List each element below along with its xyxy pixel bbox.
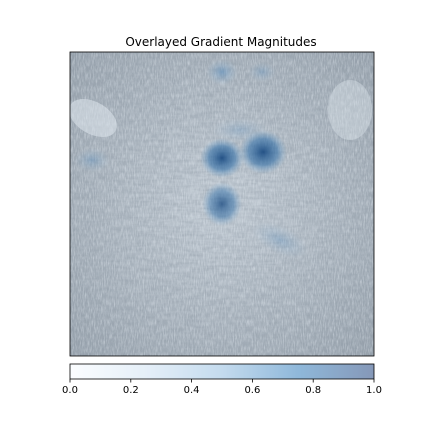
- colorbar: [69, 363, 375, 380]
- hotspot-left-edge: [74, 148, 110, 172]
- gradient-hotspots: [74, 59, 308, 258]
- colorbar-ticks: 0.0 0.2 0.4 0.6 0.8 1.0: [62, 379, 382, 396]
- hotspot-top-center: [206, 59, 238, 85]
- hotspot-top-right: [248, 62, 276, 82]
- hotspot-lower-center: [202, 182, 242, 226]
- colorbar-tick-label: 0.4: [184, 385, 200, 396]
- chart-title: Overlayed Gradient Magnitudes: [125, 35, 316, 49]
- hotspot-lower-right: [252, 222, 308, 258]
- hotspot-left-center: [200, 138, 244, 178]
- colorbar-tick-label: 0.6: [244, 385, 260, 396]
- colorbar-tick-label: 0.0: [62, 385, 78, 396]
- axes-frame: [69, 51, 375, 357]
- colorbar-tick-label: 1.0: [366, 385, 382, 396]
- hotspot-upper-band: [212, 118, 268, 142]
- background-highlight: [70, 99, 117, 137]
- colorbar-tick-label: 0.8: [305, 385, 321, 396]
- background-highlight: [328, 80, 372, 140]
- plot-area: [70, 52, 374, 356]
- colorbar-tick-label: 0.2: [123, 385, 139, 396]
